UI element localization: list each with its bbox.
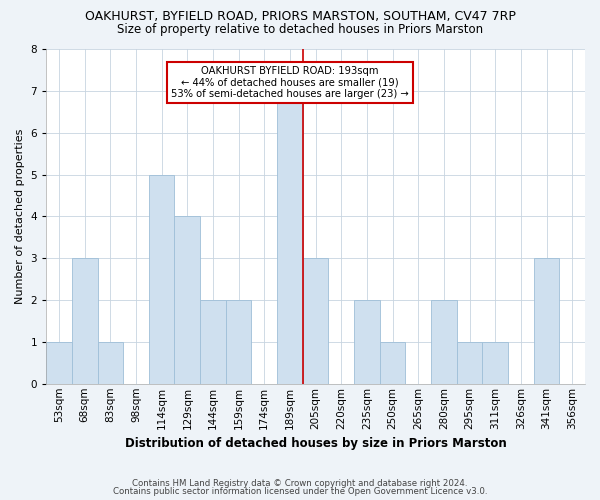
- Bar: [200, 300, 226, 384]
- Bar: [354, 300, 380, 384]
- Bar: [72, 258, 98, 384]
- Text: OAKHURST BYFIELD ROAD: 193sqm
← 44% of detached houses are smaller (19)
53% of s: OAKHURST BYFIELD ROAD: 193sqm ← 44% of d…: [171, 66, 409, 99]
- Bar: [98, 342, 123, 384]
- Bar: [46, 342, 72, 384]
- X-axis label: Distribution of detached houses by size in Priors Marston: Distribution of detached houses by size …: [125, 437, 506, 450]
- Bar: [380, 342, 406, 384]
- Y-axis label: Number of detached properties: Number of detached properties: [15, 128, 25, 304]
- Text: Size of property relative to detached houses in Priors Marston: Size of property relative to detached ho…: [117, 22, 483, 36]
- Bar: [482, 342, 508, 384]
- Bar: [277, 91, 303, 384]
- Text: Contains HM Land Registry data © Crown copyright and database right 2024.: Contains HM Land Registry data © Crown c…: [132, 478, 468, 488]
- Text: OAKHURST, BYFIELD ROAD, PRIORS MARSTON, SOUTHAM, CV47 7RP: OAKHURST, BYFIELD ROAD, PRIORS MARSTON, …: [85, 10, 515, 23]
- Bar: [175, 216, 200, 384]
- Bar: [533, 258, 559, 384]
- Bar: [226, 300, 251, 384]
- Bar: [149, 174, 175, 384]
- Bar: [457, 342, 482, 384]
- Bar: [431, 300, 457, 384]
- Bar: [303, 258, 328, 384]
- Text: Contains public sector information licensed under the Open Government Licence v3: Contains public sector information licen…: [113, 487, 487, 496]
